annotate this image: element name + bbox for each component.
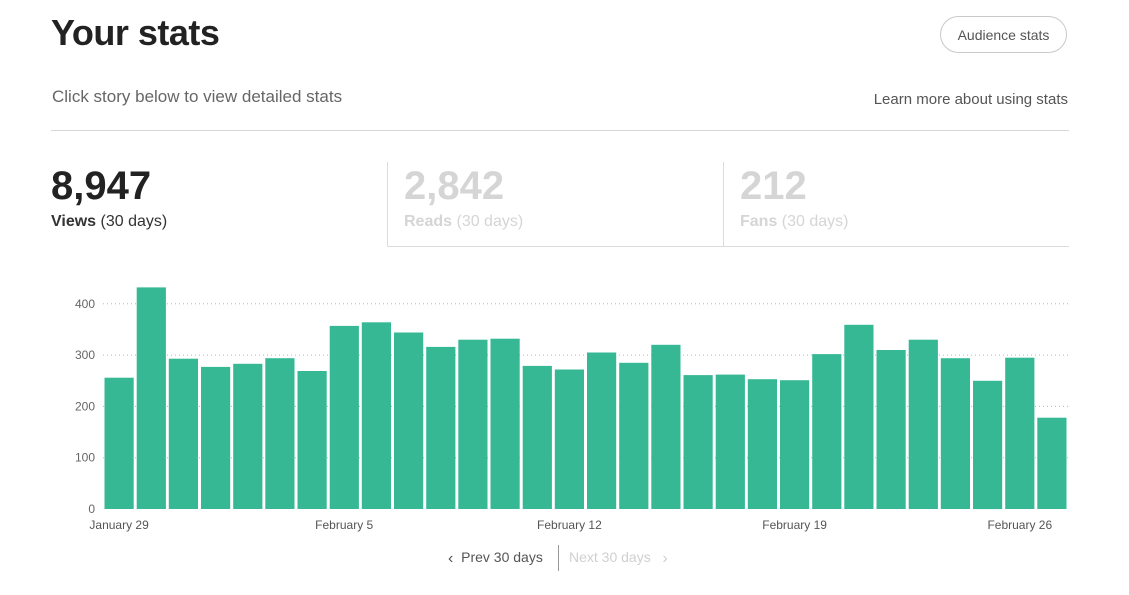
chevron-right-icon: › (662, 550, 668, 567)
bar-4[interactable] (201, 366, 231, 509)
bar-22[interactable] (780, 380, 810, 509)
y-tick-label: 0 (88, 502, 95, 516)
reads-label-name: Reads (404, 213, 453, 230)
bar-6[interactable] (265, 358, 295, 509)
bar-28[interactable] (973, 380, 1003, 510)
y-tick-label: 300 (75, 348, 95, 362)
prev-30-days-button[interactable]: ‹ Prev 30 days (448, 549, 543, 568)
bar-13[interactable] (490, 338, 520, 509)
bar-2[interactable] (136, 287, 166, 509)
bar-5[interactable] (233, 363, 263, 509)
next-label: Next 30 days (569, 549, 651, 565)
bar-16[interactable] (587, 352, 617, 510)
reads-count: 2,842 (404, 164, 505, 208)
page-subtitle: Click story below to view detailed stats (52, 87, 343, 106)
bar-24[interactable] (844, 324, 874, 509)
learn-more-link[interactable]: Learn more about using stats (873, 91, 1068, 108)
next-30-days-button: Next 30 days › (569, 549, 668, 568)
bar-25[interactable] (876, 350, 906, 509)
x-tick-label: February 26 (987, 518, 1052, 532)
bar-8[interactable] (329, 325, 359, 509)
fans-label-period: (30 days) (781, 213, 849, 230)
page-title: Your stats (51, 12, 220, 53)
divider (51, 130, 1069, 131)
bar-27[interactable] (940, 358, 970, 509)
bar-29[interactable] (1005, 357, 1035, 509)
bar-26[interactable] (908, 339, 938, 509)
x-tick-label: February 5 (315, 518, 373, 532)
reads-label: Reads (30 days) (404, 213, 523, 231)
reads-label-period: (30 days) (456, 213, 524, 230)
y-tick-label: 100 (75, 451, 95, 465)
bar-11[interactable] (426, 346, 456, 509)
prev-label: Prev 30 days (461, 549, 543, 565)
fans-count: 212 (740, 164, 807, 208)
stat-tab-views[interactable]: 8,947 Views (30 days) (51, 162, 387, 247)
views-label-name: Views (51, 213, 97, 230)
fans-label-name: Fans (740, 213, 778, 230)
bar-17[interactable] (619, 362, 649, 509)
bar-20[interactable] (715, 374, 745, 509)
bar-15[interactable] (554, 369, 584, 510)
views-label-period: (30 days) (100, 213, 168, 230)
chevron-left-icon: ‹ (448, 550, 454, 567)
bar-30[interactable] (1037, 417, 1067, 509)
stat-tab-reads[interactable]: 2,842 Reads (30 days) (387, 162, 723, 247)
bar-19[interactable] (683, 375, 713, 509)
bar-1[interactable] (104, 377, 134, 509)
bar-10[interactable] (394, 332, 424, 510)
bar-3[interactable] (168, 358, 198, 509)
bar-7[interactable] (297, 371, 327, 509)
fans-label: Fans (30 days) (740, 213, 849, 231)
x-tick-label: February 19 (762, 518, 827, 532)
audience-stats-button[interactable]: Audience stats (940, 16, 1067, 53)
x-tick-label: January 29 (89, 518, 149, 532)
views-count: 8,947 (51, 164, 152, 208)
views-bar-chart: 0 100 200 300 400 January 29 February 5 Februar… (75, 287, 1068, 532)
bar-14[interactable] (522, 365, 552, 509)
bar-21[interactable] (747, 379, 777, 509)
x-tick-label: February 12 (537, 518, 602, 532)
stat-tab-fans[interactable]: 212 Fans (30 days) (723, 162, 1069, 247)
views-label: Views (30 days) (51, 213, 167, 231)
bar-12[interactable] (458, 339, 488, 509)
y-tick-label: 400 (75, 297, 95, 311)
pager-divider (558, 545, 559, 571)
bar-18[interactable] (651, 344, 681, 509)
bar-23[interactable] (812, 354, 842, 509)
y-tick-label: 200 (75, 399, 95, 413)
bar-9[interactable] (361, 322, 391, 509)
pager: ‹ Prev 30 days Next 30 days › (0, 545, 1129, 573)
